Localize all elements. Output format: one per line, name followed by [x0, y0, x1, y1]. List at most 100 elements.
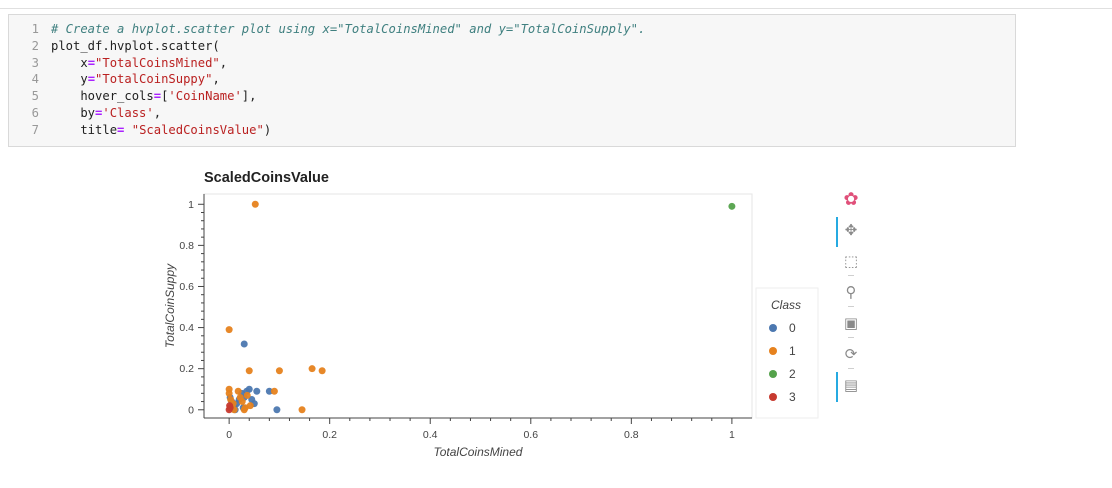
data-point-class-1[interactable] — [225, 389, 233, 397]
data-point-class-1[interactable] — [298, 406, 306, 414]
scatter-plot[interactable]: ScaledCoinsValue 0 0.2 0.4 0.6 0.8 1 0 0.2 0.4 0.6… — [150, 162, 825, 462]
legend-marker-class-0[interactable] — [769, 324, 777, 332]
data-point-class-1[interactable] — [246, 402, 254, 410]
data-point-class-0[interactable] — [265, 387, 273, 395]
data-point-class-3[interactable] — [226, 402, 234, 410]
x-tick-label: 1 — [729, 429, 735, 441]
box-zoom-icon[interactable]: ⬚ — [843, 252, 859, 270]
code-token: , — [153, 105, 162, 120]
x-tick-label: 0.8 — [624, 429, 639, 441]
code-token: # Create a hvplot.scatter plot using x="… — [51, 22, 646, 36]
code-editor[interactable]: 1 # Create a hvplot.scatter plot using x=… — [19, 21, 646, 139]
code-line: 2 plot_df.hvplot.scatter( — [19, 38, 645, 55]
data-point-class-0[interactable] — [253, 387, 261, 395]
legend-label: 2 — [789, 367, 796, 381]
y-tick-label: 0 — [188, 404, 194, 416]
hover-icon[interactable]: ▤ — [836, 372, 862, 402]
data-point-class-1[interactable] — [318, 367, 326, 375]
code-token — [124, 123, 131, 137]
x-tick-label: 0.2 — [322, 429, 337, 441]
code-token: = — [87, 55, 96, 70]
legend-marker-class-1[interactable] — [769, 347, 777, 355]
code-token: = — [117, 122, 125, 137]
x-tick-label: 0.6 — [523, 429, 538, 441]
data-point-class-1[interactable] — [270, 387, 278, 395]
code-token: = — [153, 89, 162, 104]
toolbar-separator — [848, 306, 854, 307]
y-tick-label: 0.6 — [179, 281, 194, 293]
legend-box — [755, 287, 819, 419]
x-tick-label: 0 — [226, 429, 232, 441]
bokeh-logo-icon: ✿ — [843, 188, 859, 210]
data-point-class-0[interactable] — [240, 340, 248, 348]
pan-icon[interactable]: ✥ — [836, 217, 862, 247]
line-number: 7 — [31, 122, 39, 137]
code-token: 'Class' — [102, 105, 154, 120]
code-cell[interactable]: 1 # Create a hvplot.scatter plot using x=… — [8, 14, 1016, 147]
save-icon[interactable]: ▣ — [843, 314, 859, 332]
code-token: , — [219, 55, 228, 70]
line-number: 5 — [31, 89, 39, 104]
plot-frame[interactable] — [203, 193, 753, 419]
code-token: x — [51, 55, 88, 70]
data-point-class-1[interactable] — [238, 398, 246, 406]
toolbar-separator — [848, 337, 854, 338]
y-tick-label: 0.8 — [179, 240, 194, 252]
code-token: = — [87, 72, 96, 87]
code-token: title — [51, 122, 118, 137]
legend-marker-class-2[interactable] — [769, 370, 777, 378]
y-tick-label: 0.2 — [179, 363, 194, 375]
line-number: 4 — [31, 72, 39, 87]
data-point-class-1[interactable] — [308, 365, 316, 373]
line-number: 6 — [31, 105, 39, 120]
y-axis-label: TotalCoinSuppy — [163, 263, 177, 348]
code-token: "ScaledCoinsValue" — [131, 122, 264, 137]
legend-label: 0 — [789, 321, 796, 335]
reset-icon[interactable]: ⟳ — [844, 345, 858, 363]
data-point-class-0[interactable] — [245, 385, 253, 393]
code-token: ) — [263, 122, 272, 137]
plot-toolbar: ✿ ✥ ⬚ ⚲ ▣ ⟳ ▤ — [834, 188, 866, 418]
data-point-class-1[interactable] — [234, 387, 242, 395]
line-number: 1 — [31, 22, 39, 36]
code-token: y — [51, 72, 88, 87]
wheel-zoom-icon[interactable]: ⚲ — [845, 283, 857, 301]
toolbar-separator — [848, 368, 854, 369]
code-token: = — [95, 105, 103, 120]
code-line: 3 x="TotalCoinsMined", — [19, 55, 645, 72]
code-token: by — [51, 105, 96, 120]
code-token: "TotalCoinsMined" — [95, 55, 220, 70]
code-line: 1 # Create a hvplot.scatter plot using x=… — [19, 21, 646, 38]
code-token: , — [212, 72, 220, 87]
data-point-class-2[interactable] — [728, 202, 736, 210]
y-tick-label: 1 — [188, 199, 194, 211]
code-token: 'CoinName' — [168, 89, 242, 104]
x-tick-label: 0.4 — [423, 429, 438, 441]
code-line: 5 hover_cols=['CoinName'], — [19, 88, 645, 105]
data-point-class-1[interactable] — [245, 367, 253, 375]
data-point-class-1[interactable] — [243, 391, 251, 399]
data-point-class-1[interactable] — [225, 326, 233, 334]
data-point-class-1[interactable] — [240, 406, 248, 414]
cell-separator — [0, 8, 1112, 9]
code-line: 7 title= "ScaledCoinsValue") — [19, 122, 645, 139]
data-point-class-0[interactable] — [273, 406, 281, 414]
legend-label: 3 — [789, 390, 796, 404]
code-token: hover_cols — [51, 89, 154, 104]
code-line: 6 by='Class', — [19, 105, 645, 122]
code-token: ], — [241, 89, 257, 104]
legend-title: Class — [771, 298, 801, 312]
legend-marker-class-3[interactable] — [769, 393, 777, 401]
data-point-class-1[interactable] — [275, 367, 283, 375]
toolbar-separator — [848, 275, 854, 276]
code-line: 4 y="TotalCoinSuppy", — [19, 71, 645, 88]
line-number: 3 — [31, 55, 39, 70]
legend-label: 1 — [789, 344, 796, 358]
y-tick-label: 0.4 — [179, 322, 194, 334]
code-token: plot_df.hvplot.scatter( — [51, 38, 220, 53]
line-number: 2 — [31, 38, 39, 53]
x-axis-label: TotalCoinsMined — [434, 445, 523, 459]
code-token: "TotalCoinSuppy" — [95, 72, 213, 87]
data-point-class-1[interactable] — [251, 200, 259, 208]
code-token: [ — [161, 89, 169, 104]
